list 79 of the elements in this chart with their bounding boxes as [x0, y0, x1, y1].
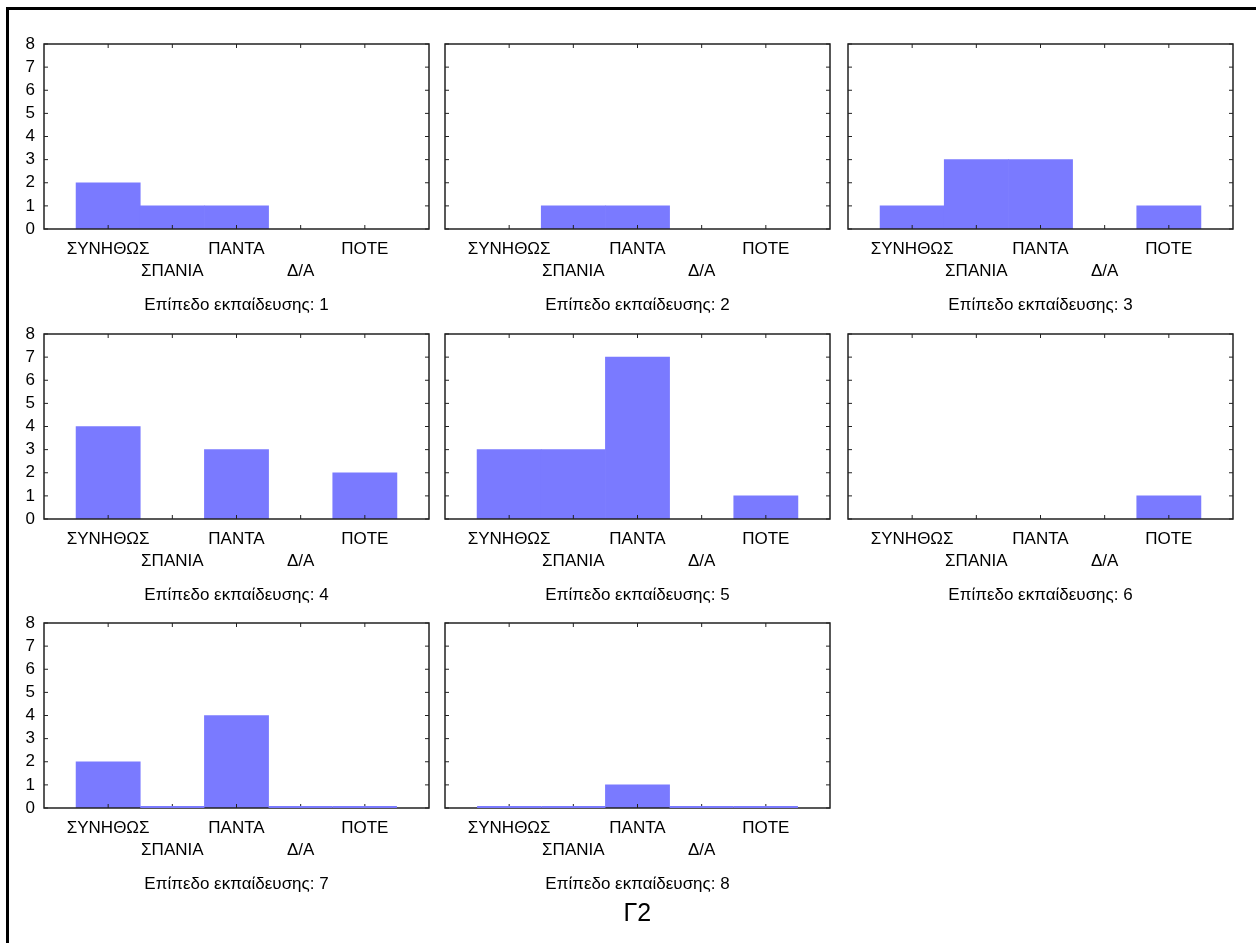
bar	[204, 449, 269, 519]
x-tick-label: ΣΠΑΝΙΑ	[141, 550, 205, 570]
y-tick-label: 3	[25, 439, 35, 459]
y-tick-label: 7	[25, 635, 35, 655]
x-tick-label: ΣΥΝΗΘΩΣ	[66, 817, 150, 837]
x-axis-title: Επίπεδο εκπαίδευσης: 3	[948, 295, 1133, 315]
bar	[332, 472, 398, 519]
y-tick-label: 5	[25, 393, 35, 413]
y-tick-label: 7	[25, 346, 35, 366]
y-tick-label: 1	[25, 195, 35, 215]
x-axis-title: Επίπεδο εκπαίδευσης: 6	[948, 585, 1133, 605]
x-tick-label: Δ/Α	[1090, 550, 1120, 570]
x-axis-title: Επίπεδο εκπαίδευσης: 2	[545, 295, 730, 315]
x-tick-label: Δ/Α	[286, 550, 316, 570]
x-tick-label: ΣΥΝΗΘΩΣ	[66, 528, 150, 548]
x-tick-label: ΣΥΝΗΘΩΣ	[467, 238, 551, 258]
x-axis-title: Επίπεδο εκπαίδευσης: 1	[144, 295, 329, 315]
x-axis-title: Επίπεδο εκπαίδευσης: 4	[144, 585, 329, 605]
y-tick-label: 7	[25, 56, 35, 76]
text: Γ2	[623, 898, 652, 926]
x-tick-label: Δ/Α	[1090, 260, 1120, 280]
y-tick-label: 8	[25, 612, 35, 632]
x-tick-label: ΣΠΑΝΙΑ	[141, 260, 205, 280]
y-tick-label: 2	[25, 172, 35, 192]
y-tick-label: 1	[25, 774, 35, 794]
x-tick-label: ΠΟΤΕ	[341, 528, 389, 548]
y-tick-label: 0	[25, 508, 35, 528]
y-tick-label: 5	[25, 103, 35, 123]
x-tick-label: ΠΟΤΕ	[742, 528, 790, 548]
x-tick-label: ΣΥΝΗΘΩΣ	[870, 238, 954, 258]
y-tick-label: 6	[25, 658, 35, 678]
bar	[75, 426, 141, 519]
y-tick-label: 8	[25, 323, 35, 343]
y-tick-label: 4	[25, 126, 35, 146]
x-tick-label: ΣΠΑΝΙΑ	[141, 839, 205, 859]
x-tick-label: ΣΥΝΗΘΩΣ	[66, 238, 150, 258]
x-tick-label: ΠΑΝΤΑ	[208, 817, 266, 837]
x-axis-title: Επίπεδο εκπαίδευσης: 7	[144, 874, 329, 894]
x-tick-label: ΠΟΤΕ	[341, 817, 389, 837]
x-tick-label: ΠΑΝΤΑ	[1012, 528, 1070, 548]
y-tick-label: 4	[25, 416, 35, 436]
y-tick-label: 0	[25, 218, 35, 238]
x-tick-label: ΠΑΝΤΑ	[208, 238, 266, 258]
y-tick-label: 2	[25, 462, 35, 482]
y-tick-label: 1	[25, 485, 35, 505]
y-tick-label: 3	[25, 728, 35, 748]
y-tick-label: 2	[25, 751, 35, 771]
x-tick-label: ΣΥΝΗΘΩΣ	[467, 817, 551, 837]
x-tick-label: Δ/Α	[286, 839, 316, 859]
x-tick-label: ΠΟΤΕ	[1145, 238, 1193, 258]
x-tick-label: ΠΟΤΕ	[341, 238, 389, 258]
y-tick-label: 6	[25, 369, 35, 389]
x-tick-label: ΣΥΝΗΘΩΣ	[870, 528, 954, 548]
x-tick-label: ΣΥΝΗΘΩΣ	[467, 528, 551, 548]
x-tick-label: Δ/Α	[687, 839, 717, 859]
x-axis-title: Επίπεδο εκπαίδευσης: 8	[545, 874, 730, 894]
x-tick-label: ΣΠΑΝΙΑ	[945, 550, 1009, 570]
x-tick-label: ΠΟΤΕ	[742, 238, 790, 258]
x-tick-label: ΠΑΝΤΑ	[609, 528, 667, 548]
y-tick-label: 4	[25, 705, 35, 725]
x-tick-label: ΣΠΑΝΙΑ	[542, 839, 606, 859]
x-tick-label: ΣΠΑΝΙΑ	[945, 260, 1009, 280]
y-tick-label: 6	[25, 79, 35, 99]
x-tick-label: ΠΑΝΤΑ	[609, 238, 667, 258]
y-tick-label: 3	[25, 149, 35, 169]
x-tick-label: ΠΟΤΕ	[742, 817, 790, 837]
x-axis-title: Επίπεδο εκπαίδευσης: 5	[545, 585, 730, 605]
x-tick-label: ΠΑΝΤΑ	[1012, 238, 1070, 258]
y-tick-label: 0	[25, 797, 35, 817]
x-tick-label: Δ/Α	[687, 550, 717, 570]
y-tick-label: 5	[25, 682, 35, 702]
x-tick-label: ΣΠΑΝΙΑ	[542, 260, 606, 280]
x-tick-label: Δ/Α	[286, 260, 316, 280]
x-tick-label: ΠΑΝΤΑ	[208, 528, 266, 548]
x-tick-label: ΠΟΤΕ	[1145, 528, 1193, 548]
x-tick-label: Δ/Α	[687, 260, 717, 280]
x-tick-label: ΣΠΑΝΙΑ	[542, 550, 606, 570]
x-tick-label: ΠΑΝΤΑ	[609, 817, 667, 837]
y-tick-label: 8	[25, 33, 35, 53]
